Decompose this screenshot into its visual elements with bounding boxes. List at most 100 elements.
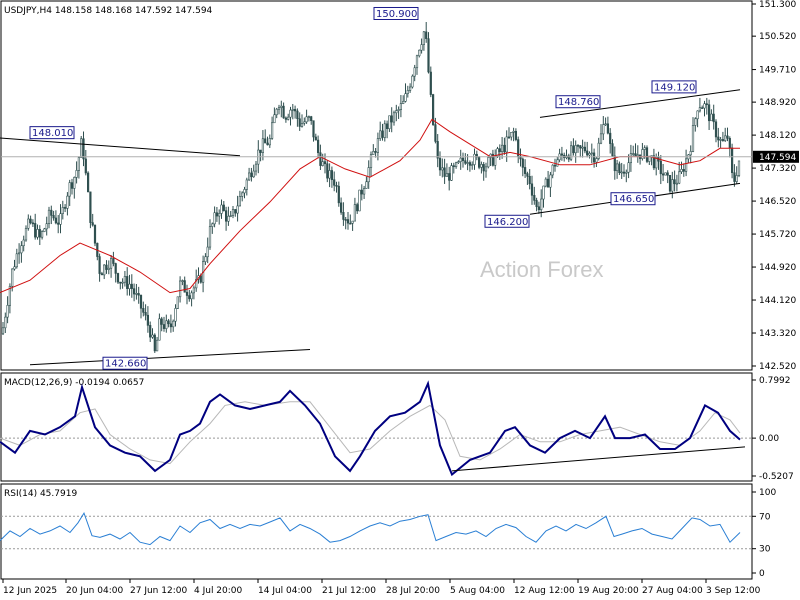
candle-body bbox=[330, 170, 334, 180]
candle-body bbox=[402, 101, 405, 104]
candle-body bbox=[218, 213, 221, 217]
candle-body bbox=[116, 273, 120, 283]
candle-body bbox=[641, 149, 644, 159]
candle-body bbox=[87, 172, 90, 193]
candle-body bbox=[80, 138, 83, 158]
candle-body bbox=[574, 145, 577, 154]
candle-body bbox=[372, 151, 375, 155]
candle-body bbox=[107, 267, 110, 270]
watermark: Action Forex bbox=[480, 257, 604, 282]
candle-body bbox=[503, 144, 506, 153]
candle-body bbox=[737, 160, 741, 176]
candle-body bbox=[126, 276, 129, 289]
candle-body bbox=[300, 123, 304, 127]
annotation-label: 146.650 bbox=[613, 194, 654, 205]
candle-body bbox=[254, 163, 258, 172]
candle-body bbox=[213, 212, 216, 225]
price-tick-label: 146.520 bbox=[759, 197, 796, 207]
time-tick-label: 28 Jul 20:00 bbox=[386, 586, 440, 596]
candle-body bbox=[6, 304, 9, 318]
candle-body bbox=[535, 200, 538, 208]
candle-body bbox=[618, 163, 621, 174]
candle-body bbox=[344, 219, 347, 221]
candle-body bbox=[119, 281, 122, 284]
macd-pane-frame bbox=[0, 372, 753, 482]
candle-body bbox=[507, 136, 511, 139]
candle-body bbox=[156, 339, 159, 352]
candle-body bbox=[346, 219, 350, 224]
candle-body bbox=[661, 173, 665, 176]
candle-body bbox=[682, 169, 685, 172]
candle-body bbox=[66, 195, 69, 209]
candle-body bbox=[52, 215, 55, 219]
candle-body bbox=[678, 171, 681, 184]
candle-body bbox=[289, 109, 292, 118]
trendline-lower-left bbox=[29, 349, 311, 366]
candle-body bbox=[599, 133, 603, 144]
candle-body bbox=[602, 124, 605, 135]
candle-body bbox=[98, 256, 101, 274]
candle-body bbox=[691, 125, 695, 152]
candle-body bbox=[680, 169, 683, 173]
candle-body bbox=[540, 198, 543, 210]
candle-body bbox=[494, 155, 497, 166]
candle-body bbox=[512, 130, 515, 133]
candle-body bbox=[652, 155, 655, 169]
candle-body bbox=[316, 139, 320, 154]
candle-body bbox=[57, 222, 60, 225]
candle-body bbox=[443, 167, 446, 177]
candle-body bbox=[241, 192, 244, 197]
candle-body bbox=[179, 280, 182, 298]
time-tick-label: 12 Jun 2025 bbox=[3, 586, 57, 596]
macd-signal-line bbox=[0, 401, 741, 465]
candle-body bbox=[172, 320, 175, 328]
candle-body bbox=[675, 182, 678, 185]
candle-body bbox=[609, 132, 612, 144]
candle-body bbox=[664, 172, 667, 176]
candle-body bbox=[696, 110, 699, 120]
candle-body bbox=[45, 223, 48, 230]
rsi-tick-label: 70 bbox=[759, 512, 771, 522]
trendline-upper-left bbox=[0, 137, 241, 157]
candle-body bbox=[415, 55, 419, 69]
candle-body bbox=[243, 189, 246, 194]
candle-body bbox=[712, 113, 715, 123]
candle-body bbox=[459, 157, 462, 162]
candle-body bbox=[268, 138, 271, 146]
candle-body bbox=[47, 209, 51, 225]
rsi-tick-label: 0 bbox=[759, 569, 765, 579]
candle-body bbox=[505, 136, 508, 153]
price-tick-label: 142.520 bbox=[759, 362, 796, 372]
candle-body bbox=[328, 170, 331, 179]
price-tick-label: 145.720 bbox=[759, 230, 796, 240]
candle-body bbox=[11, 268, 14, 287]
price-pane-frame bbox=[0, 0, 753, 371]
candle-body bbox=[73, 177, 76, 189]
candle-body bbox=[165, 320, 168, 329]
candle-body bbox=[183, 280, 186, 293]
candle-body bbox=[303, 121, 306, 124]
candle-body bbox=[105, 264, 108, 270]
candle-body bbox=[82, 138, 85, 160]
candle-body bbox=[514, 130, 517, 140]
candle-body bbox=[450, 165, 453, 181]
candle-body bbox=[615, 163, 619, 172]
candle-body bbox=[112, 258, 115, 264]
candle-body bbox=[310, 116, 313, 121]
candle-body bbox=[169, 323, 173, 328]
candle-body bbox=[385, 123, 389, 130]
candle-body bbox=[360, 189, 363, 195]
candle-body bbox=[397, 109, 400, 111]
candle-body bbox=[36, 229, 39, 238]
candle-body bbox=[705, 103, 708, 106]
candle-body bbox=[130, 283, 133, 289]
candle-body bbox=[29, 218, 32, 224]
candle-body bbox=[666, 172, 669, 176]
candle-body bbox=[135, 293, 138, 295]
candle-body bbox=[733, 172, 736, 182]
candle-body bbox=[181, 280, 184, 282]
candle-body bbox=[586, 150, 589, 156]
candle-body bbox=[333, 179, 336, 186]
symbol-header: USDJPY,H4 148.158 148.168 147.592 147.59… bbox=[4, 6, 213, 16]
